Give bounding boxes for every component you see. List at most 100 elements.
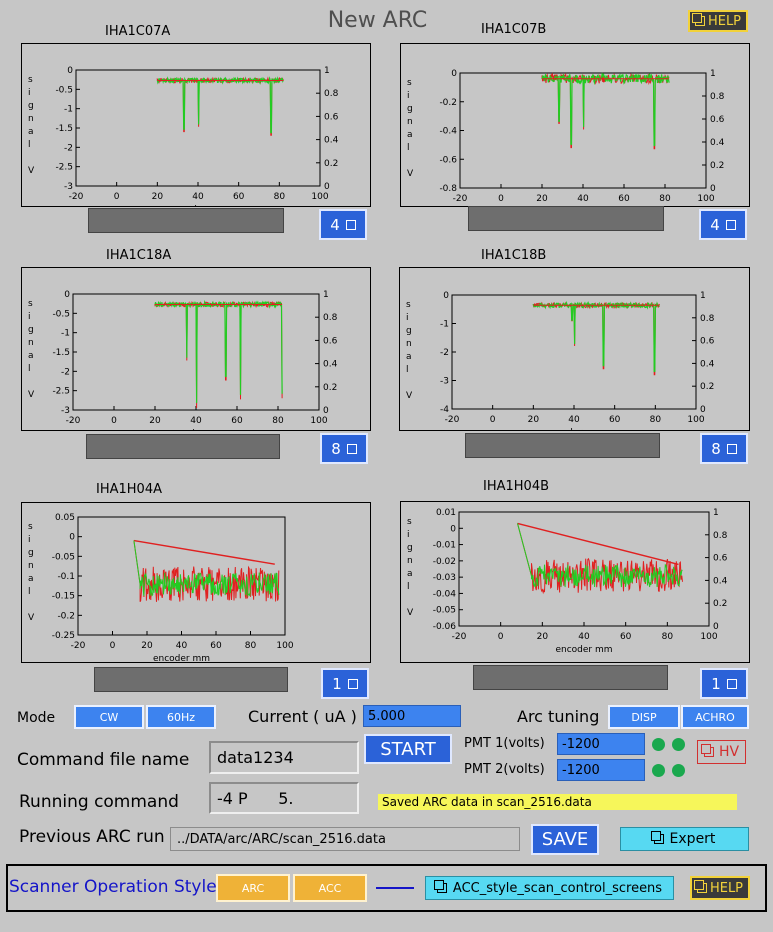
plot-title: IHA1C18A <box>106 248 172 263</box>
ylabel-letter: a <box>407 130 413 140</box>
signal-traces <box>517 522 683 595</box>
plot-average-count-button[interactable]: 4 <box>699 209 747 240</box>
x-tick-label: 40 <box>568 415 580 425</box>
plot-status-bar <box>465 433 660 458</box>
current-field[interactable]: 5.000 <box>363 705 461 727</box>
x-tick-label: 0 <box>498 194 504 204</box>
pmt2-field[interactable]: -1200 <box>557 759 645 781</box>
ylabel-letter: V <box>28 166 35 176</box>
expert-button[interactable]: Expert <box>620 827 749 851</box>
ylabel-letter: l <box>28 587 31 597</box>
pmt1-field[interactable]: -1200 <box>557 733 645 755</box>
save-button[interactable]: SAVE <box>531 824 599 855</box>
x-axis-label: encoder mm <box>167 429 224 430</box>
arc-tuning-achro-toggle[interactable]: ACHRO <box>681 705 749 729</box>
pmt1-label: PMT 1(volts) <box>464 736 545 751</box>
plot-title: IHA1H04B <box>483 479 550 494</box>
ylabel-letter: i <box>406 313 409 323</box>
checkbox-icon <box>726 678 737 689</box>
x-tick-label: 0 <box>498 632 504 642</box>
right-tick-label: 0.4 <box>700 359 715 369</box>
x-tick-label: 100 <box>310 416 327 426</box>
acc-screens-button[interactable]: ACC_style_scan_control_screens <box>425 876 674 900</box>
pmt2-label: PMT 2(volts) <box>464 762 545 777</box>
left-tick-label: -0.05 <box>433 606 456 616</box>
right-tick-label: 1 <box>713 508 719 518</box>
ylabel-letter: n <box>28 114 34 124</box>
left-tick-label: -3 <box>64 182 73 192</box>
scanner-operation-label: Scanner Operation Style <box>9 877 217 897</box>
mode-60hz-toggle[interactable]: 60Hz <box>146 705 216 729</box>
x-tick-label: 80 <box>245 641 257 651</box>
pmt2-status-led-1 <box>652 764 665 777</box>
right-tick-label: 0.4 <box>713 576 728 586</box>
ylabel-letter: g <box>28 325 34 335</box>
x-axis-label: encoder mm <box>555 645 612 655</box>
ylabel-letter: s <box>407 517 412 527</box>
x-tick-label: -20 <box>452 632 467 642</box>
plot-panel: s i g n a l V 0 -0.5 -1 -1.5 -2 -2.5 -3 1 0.8 0.6 0.4 0.2 0… <box>21 267 371 431</box>
left-tick-label: 0.01 <box>436 508 456 518</box>
right-tick-label: 0.6 <box>323 336 338 346</box>
signal-traces <box>154 299 283 409</box>
scanner-help-button[interactable]: HELP <box>690 876 750 900</box>
x-tick-label: 40 <box>192 192 204 202</box>
right-tick-label: 1 <box>710 69 716 79</box>
mode-cw-toggle[interactable]: CW <box>74 705 144 729</box>
ylabel-letter: n <box>406 339 412 349</box>
checkbox-icon <box>347 678 358 689</box>
start-button[interactable]: START <box>364 734 452 764</box>
plot-average-count-label: 8 <box>711 439 721 458</box>
scanner-acc-button[interactable]: ACC <box>293 874 367 902</box>
left-tick-label: -2 <box>440 348 449 358</box>
right-tick-label: 0.8 <box>700 314 715 324</box>
help-button[interactable]: HELP <box>688 10 748 32</box>
right-tick-label: 0 <box>713 622 719 632</box>
right-tick-label: 0.2 <box>713 599 727 609</box>
pmt1-status-led-2 <box>672 738 685 751</box>
left-tick-label: 0 <box>64 290 70 300</box>
left-tick-label: 0 <box>67 66 73 76</box>
plot-average-count-button[interactable]: 4 <box>319 209 367 240</box>
x-tick-label: 40 <box>190 416 202 426</box>
scanner-arc-button[interactable]: ARC <box>216 874 290 902</box>
left-tick-label: 0.05 <box>55 513 75 523</box>
hv-button-label: HV <box>718 744 740 760</box>
checkbox-icon <box>725 219 736 230</box>
plot-average-count-button[interactable]: 1 <box>700 668 748 699</box>
ylabel-letter: n <box>28 338 34 348</box>
plot-average-count-button[interactable]: 8 <box>700 433 748 464</box>
x-tick-label: -20 <box>445 415 460 425</box>
right-tick-label: 0.2 <box>324 159 338 169</box>
x-tick-label: 20 <box>537 632 549 642</box>
right-tick-label: 0.6 <box>713 554 728 564</box>
plot-title: IHA1H04A <box>96 482 162 497</box>
left-tick-label: -0.04 <box>433 589 457 599</box>
left-tick-label: 0 <box>450 524 456 534</box>
window-icon <box>691 13 705 26</box>
x-tick-label: 0 <box>490 415 496 425</box>
status-message: Saved ARC data in scan_2516.data <box>378 794 737 810</box>
ylabel-letter: a <box>28 351 34 361</box>
pmt2-status-led-2 <box>672 764 685 777</box>
x-tick-label: 20 <box>141 641 153 651</box>
plot-average-count-button[interactable]: 8 <box>320 433 368 464</box>
x-tick-label: 0 <box>114 192 120 202</box>
ylabel-letter: i <box>407 91 410 101</box>
left-tick-label: -2.5 <box>52 387 70 397</box>
acc-screens-button-label: ACC_style_scan_control_screens <box>452 880 663 896</box>
plot-average-count-button[interactable]: 1 <box>321 668 369 699</box>
hv-button[interactable]: HV <box>697 740 746 764</box>
right-tick-label: 0 <box>700 405 706 415</box>
left-tick-label: -0.4 <box>439 127 457 137</box>
right-tick-label: 1 <box>323 290 329 300</box>
ylabel-letter: n <box>28 561 34 571</box>
running-command-field: -4 P 5. <box>209 782 359 814</box>
arc-tuning-disp-toggle[interactable]: DISP <box>608 705 680 729</box>
plot-panel: s i g n a l V 0 -0.5 -1 -1.5 -2 -2.5 -3 1 0.8 0.6 0.4 0.2 0… <box>21 43 371 207</box>
x-tick-label: 60 <box>231 416 243 426</box>
command-file-input[interactable]: data1234 <box>209 741 359 774</box>
left-tick-label: -1.5 <box>55 124 73 134</box>
x-tick-label: 40 <box>176 641 188 651</box>
